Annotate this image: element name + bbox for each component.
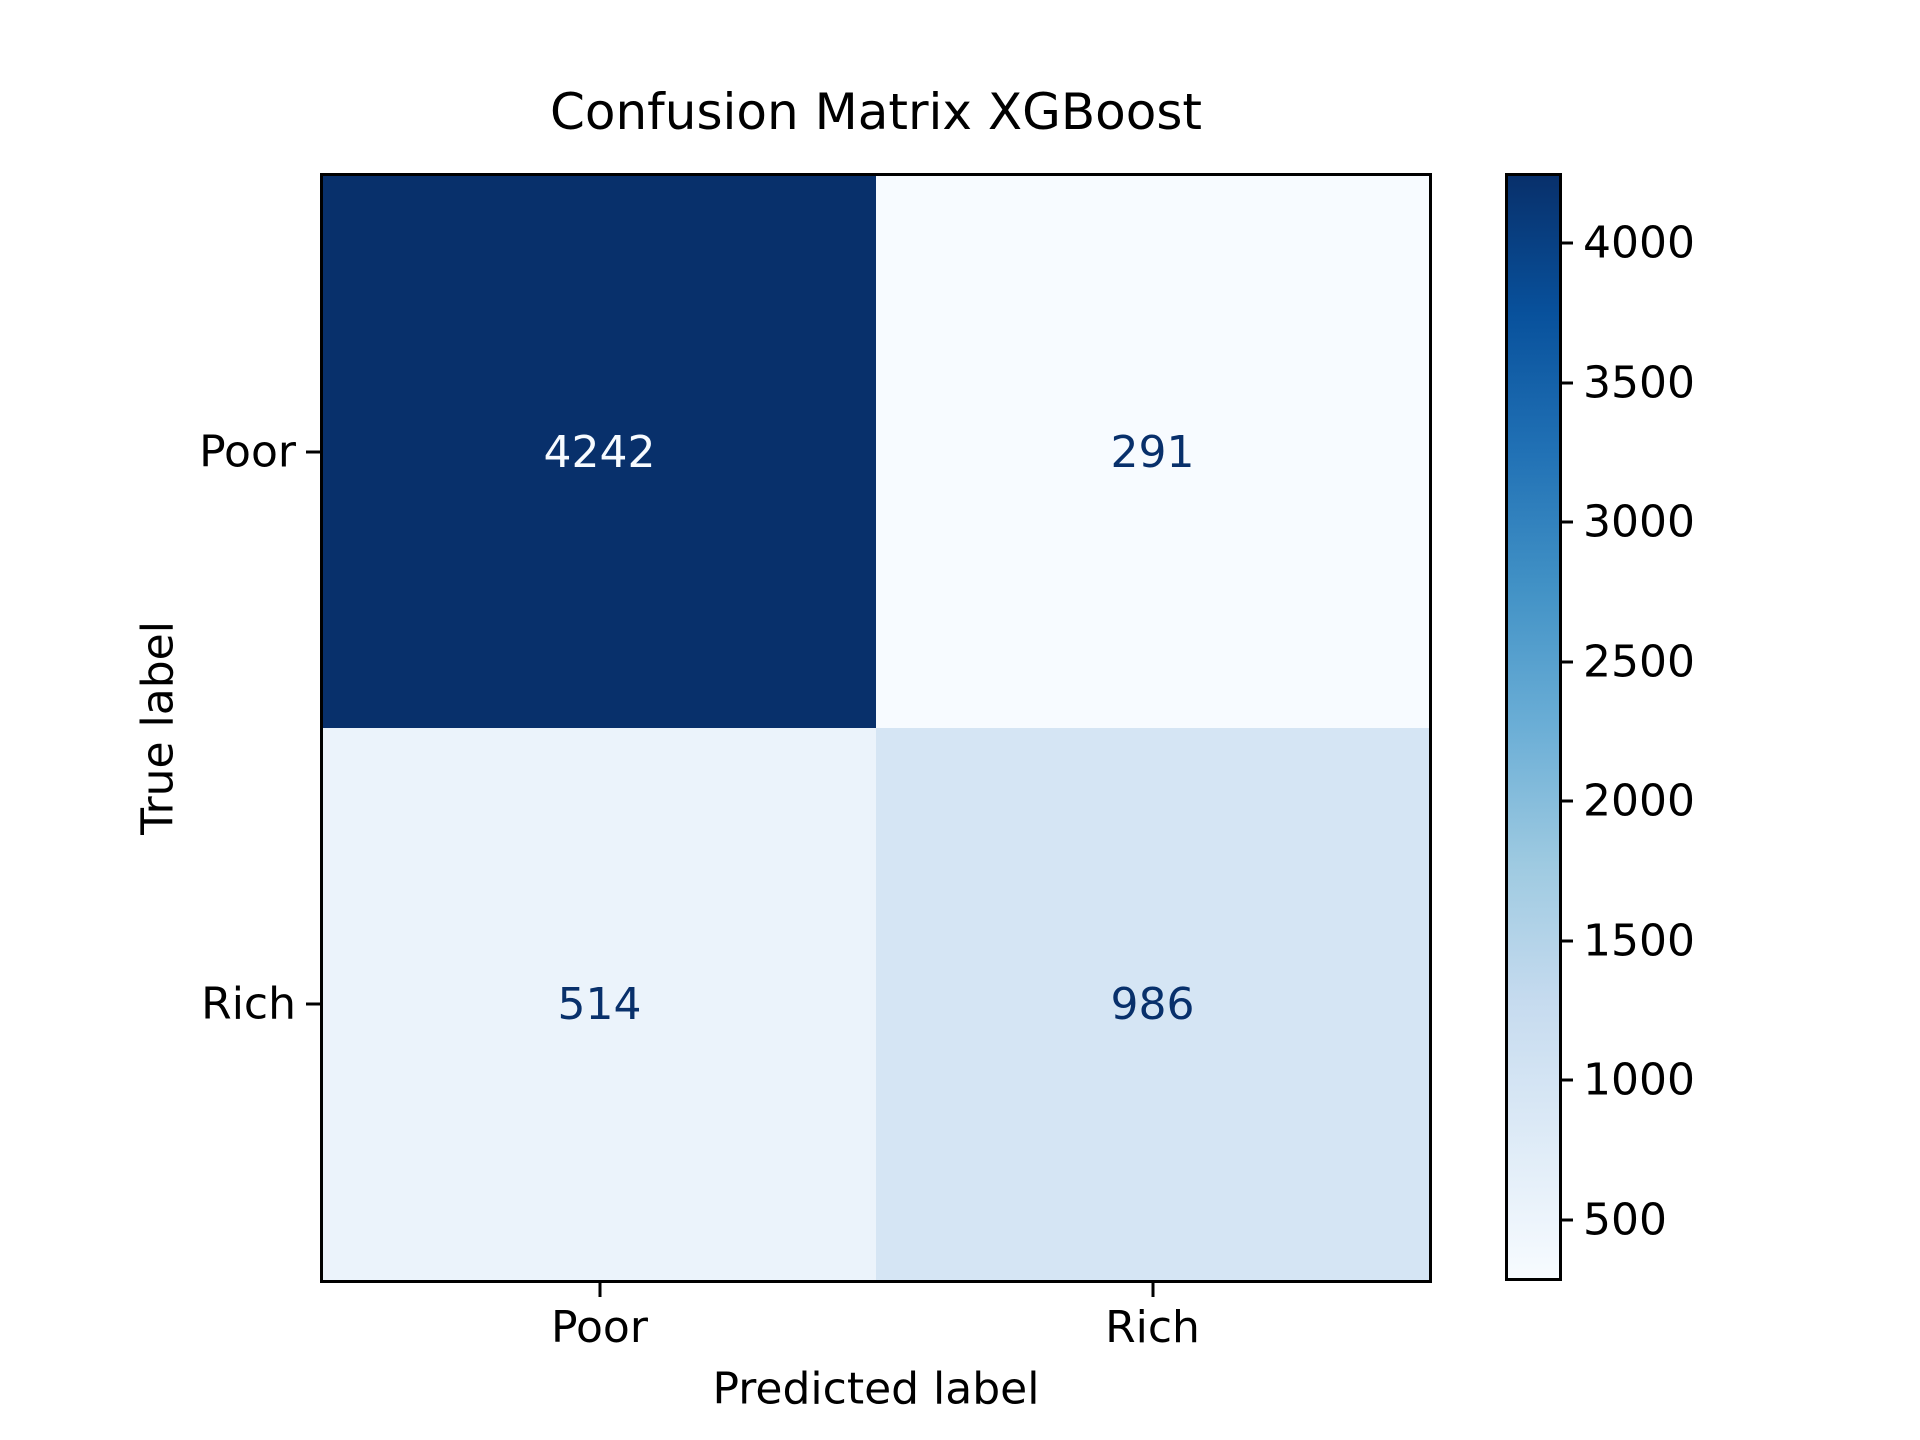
matrix-cell-rich-poor: 514 <box>323 728 876 1280</box>
colorbar-tickmark <box>1559 799 1573 803</box>
matrix-cell-poor-poor: 4242 <box>323 176 876 728</box>
colorbar-ticklabel-3500: 3500 <box>1583 357 1695 409</box>
matrix-cell-rich-rich: 986 <box>876 728 1429 1280</box>
colorbar-ticklabel-4000: 4000 <box>1583 217 1695 269</box>
y-axis-label: True label <box>132 621 184 835</box>
plot-area: 4242 291 514 986 Poor Rich Poor Rich <box>199 173 1432 1353</box>
colorbar-tickmark <box>1559 1078 1573 1082</box>
colorbar-ticklabel-2000: 2000 <box>1583 775 1695 827</box>
x-ticklabel-rich: Rich <box>1105 1302 1200 1353</box>
colorbar-ticklabel-2500: 2500 <box>1583 636 1695 688</box>
x-ticklabel-poor: Poor <box>551 1302 648 1353</box>
colorbar-tickmark <box>1559 660 1573 664</box>
y-ticklabel-rich: Rich <box>201 978 296 1030</box>
y-tickmark <box>306 1002 320 1006</box>
matrix-cell-poor-rich: 291 <box>876 176 1429 728</box>
x-axis-label: Predicted label <box>712 1363 1040 1415</box>
x-tickmark <box>1151 1283 1154 1297</box>
colorbar-tickmark <box>1559 241 1573 245</box>
colorbar-ticklabel-1500: 1500 <box>1583 915 1695 967</box>
cell-value: 4242 <box>543 426 656 478</box>
x-tickmark <box>598 1283 601 1297</box>
matrix-grid: 4242 291 514 986 <box>323 176 1429 1280</box>
colorbar-ticklabel-500: 500 <box>1583 1194 1667 1246</box>
chart-title: Confusion Matrix XGBoost <box>549 83 1203 141</box>
y-ticklabel-poor: Poor <box>199 426 296 478</box>
colorbar-tickmark <box>1559 1218 1573 1222</box>
colorbar-tickmark <box>1559 939 1573 943</box>
cell-value: 291 <box>1110 426 1195 478</box>
colorbar-tickmark <box>1559 520 1573 524</box>
cell-value: 514 <box>557 978 642 1030</box>
cell-value: 986 <box>1110 978 1195 1030</box>
colorbar: 500 1000 1500 2000 2500 3000 3500 4000 <box>1505 173 1695 1281</box>
y-tickmark <box>306 450 320 454</box>
colorbar-ticklabel-1000: 1000 <box>1583 1054 1695 1106</box>
colorbar-ticklabel-3000: 3000 <box>1583 496 1695 548</box>
colorbar-tickmark <box>1559 381 1573 385</box>
